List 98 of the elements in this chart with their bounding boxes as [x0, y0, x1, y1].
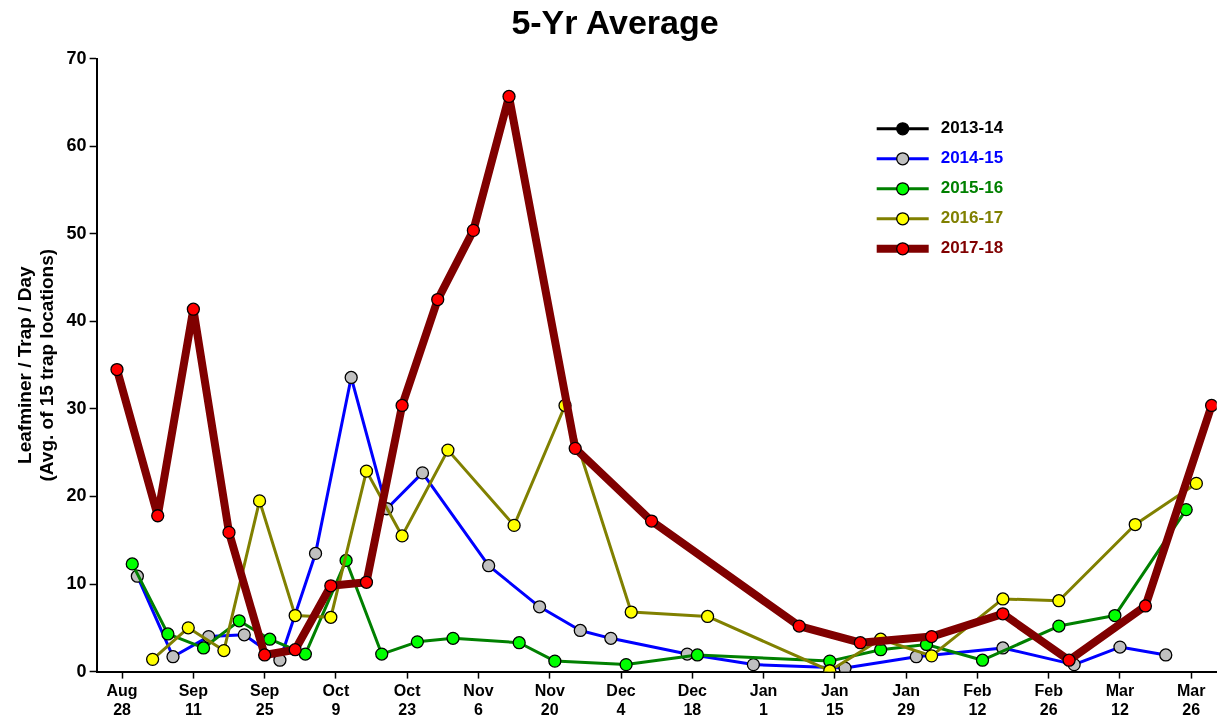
point [924, 629, 939, 644]
point [568, 441, 582, 456]
point [482, 559, 496, 573]
point [441, 443, 455, 457]
x-tick-label: Jan 15 [821, 681, 849, 718]
point [532, 600, 547, 614]
x-tick-label: Oct 9 [322, 681, 350, 718]
point [395, 529, 409, 543]
x-tick-label: Jan 29 [892, 681, 920, 718]
x-tick-label: Dec 18 [677, 681, 708, 718]
point [257, 648, 272, 662]
point [395, 398, 409, 413]
point [1108, 608, 1122, 623]
point [512, 636, 526, 650]
point [431, 292, 445, 307]
x-tick-label: Jan 1 [749, 681, 778, 718]
point [161, 627, 175, 641]
point [1052, 594, 1066, 608]
x-tick-label: Mar 12 [1105, 681, 1135, 718]
y-tick-label: 60 [66, 135, 87, 156]
point [217, 643, 231, 658]
point [181, 621, 195, 635]
point [446, 631, 460, 645]
point [1113, 640, 1127, 654]
point [375, 647, 389, 661]
point [196, 641, 211, 655]
point [853, 636, 867, 650]
point [624, 605, 638, 619]
point [690, 648, 705, 662]
point [746, 657, 761, 672]
point [996, 592, 1010, 606]
point [507, 518, 521, 533]
legend-label: 2016-17 [940, 208, 1004, 228]
y-tick-label: 70 [66, 47, 87, 68]
point [502, 89, 516, 104]
point [232, 614, 246, 628]
point [1128, 517, 1142, 532]
point [237, 628, 251, 642]
point [1204, 398, 1217, 413]
y-tick-label: 40 [66, 310, 87, 331]
point [410, 635, 425, 649]
point [359, 575, 374, 589]
x-tick-label: Sep 25 [249, 681, 280, 718]
point [1189, 476, 1203, 491]
point [604, 631, 618, 645]
point [619, 657, 633, 672]
x-tick-label: Dec 4 [606, 681, 636, 718]
point [1052, 619, 1066, 633]
point [151, 509, 165, 523]
y-tick-label: 20 [66, 485, 87, 506]
point [252, 494, 267, 508]
x-tick-label: Oct 23 [393, 681, 422, 718]
point [924, 649, 939, 663]
point [288, 643, 302, 657]
point [996, 607, 1010, 621]
point [359, 464, 374, 478]
point [415, 466, 430, 480]
x-tick-label: Aug 28 [106, 681, 138, 718]
point [1159, 648, 1173, 662]
point [145, 652, 160, 666]
point [222, 525, 236, 540]
x-tick-label: Feb 26 [1034, 681, 1064, 718]
x-tick-label: Mar 26 [1177, 681, 1206, 718]
point [324, 579, 338, 593]
point [110, 362, 124, 377]
point [125, 557, 139, 571]
point [308, 546, 323, 561]
point [644, 514, 659, 528]
point [288, 608, 302, 623]
point [466, 223, 481, 238]
point [166, 650, 180, 664]
x-tick-label: Feb 12 [963, 681, 992, 718]
point [1179, 503, 1193, 517]
point [548, 654, 562, 668]
legend-label: 2013-14 [940, 118, 1004, 138]
point [1138, 599, 1153, 613]
x-tick-label: Nov 6 [463, 681, 494, 718]
y-tick-label: 10 [66, 573, 87, 594]
legend-label: 2014-15 [940, 148, 1004, 168]
x-tick-label: Sep 11 [178, 681, 209, 718]
chart-title: 5-Yr Average [511, 2, 719, 41]
y-tick-label: 30 [66, 397, 87, 418]
legend-label: 2015-16 [940, 178, 1004, 198]
x-tick-label: Nov 20 [534, 681, 565, 718]
point [186, 302, 201, 316]
y-tick-label: 50 [66, 222, 87, 243]
point [1062, 653, 1076, 667]
point [263, 632, 277, 646]
point [975, 653, 990, 667]
point [324, 610, 338, 624]
point [792, 619, 806, 633]
point [700, 609, 715, 624]
y-axis-title: Leafminer / Trap / Day (Avg. of 15 trap locations) [13, 248, 58, 482]
point [298, 647, 313, 661]
point [573, 623, 587, 638]
point [344, 370, 358, 385]
y-tick-label: 0 [76, 660, 87, 681]
legend-label: 2017-18 [940, 238, 1004, 258]
